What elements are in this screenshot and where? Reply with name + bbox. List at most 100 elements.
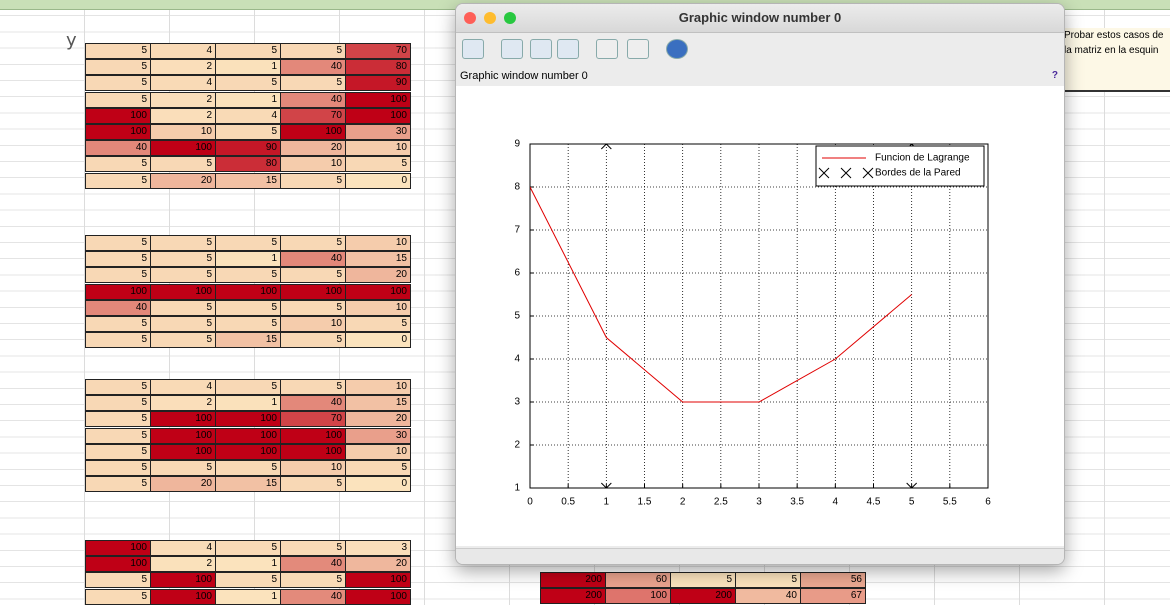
cell[interactable]: 100	[150, 427, 216, 444]
cell[interactable]: 5	[215, 316, 281, 332]
cell[interactable]: 5	[85, 427, 151, 444]
cell[interactable]: 40	[85, 140, 151, 157]
cell[interactable]: 5	[280, 172, 346, 189]
cell[interactable]: 5	[215, 299, 281, 316]
cell[interactable]: 40	[280, 588, 346, 605]
cell[interactable]: 100	[85, 107, 151, 124]
help-mark[interactable]: ?	[1051, 70, 1058, 81]
cell[interactable]: 4	[215, 107, 281, 124]
cell[interactable]: 0	[345, 172, 411, 189]
cell[interactable]: 5	[670, 572, 736, 588]
cell[interactable]: 5	[150, 460, 216, 476]
cell[interactable]: 5	[280, 75, 346, 92]
cell[interactable]: 100	[345, 283, 411, 300]
cell[interactable]: 5	[280, 43, 346, 59]
minimize-button[interactable]	[484, 12, 496, 24]
cell[interactable]: 100	[150, 572, 216, 589]
cell[interactable]: 10	[280, 316, 346, 332]
cell[interactable]: 5	[150, 332, 216, 349]
cell[interactable]: 100	[215, 411, 281, 428]
cell[interactable]: 5	[85, 267, 151, 284]
zoom-reset-tool[interactable]	[530, 39, 552, 59]
cell[interactable]: 5	[345, 156, 411, 173]
cell[interactable]: 1	[215, 395, 281, 412]
cell[interactable]: 5	[85, 235, 151, 251]
cell[interactable]: 5	[85, 588, 151, 605]
help-tool[interactable]	[666, 39, 688, 59]
cell[interactable]: 20	[150, 172, 216, 189]
cell[interactable]: 5	[150, 156, 216, 173]
cell[interactable]: 10	[280, 460, 346, 476]
cell[interactable]: 10	[345, 140, 411, 157]
cell[interactable]: 10	[280, 156, 346, 173]
cell[interactable]: 4	[150, 379, 216, 395]
cell[interactable]: 100	[85, 556, 151, 573]
cell[interactable]: 2	[150, 395, 216, 412]
cell[interactable]: 5	[215, 75, 281, 92]
cell[interactable]: 5	[735, 572, 801, 588]
cell[interactable]: 1	[215, 556, 281, 573]
cell[interactable]: 67	[800, 588, 866, 605]
cell[interactable]: 2	[150, 59, 216, 76]
cell[interactable]: 5	[280, 379, 346, 395]
cell[interactable]: 5	[345, 316, 411, 332]
cell[interactable]: 100	[85, 283, 151, 300]
cell[interactable]: 100	[215, 427, 281, 444]
cell[interactable]: 100	[85, 540, 151, 556]
cell[interactable]: 90	[215, 140, 281, 157]
cell[interactable]: 5	[150, 235, 216, 251]
cell[interactable]: 5	[85, 43, 151, 59]
cell[interactable]: 20	[345, 556, 411, 573]
cell[interactable]: 5	[85, 75, 151, 92]
cell[interactable]: 5	[85, 395, 151, 412]
cell[interactable]: 15	[345, 395, 411, 412]
cell[interactable]: 5	[85, 460, 151, 476]
cell[interactable]: 5	[85, 172, 151, 189]
cell[interactable]: 10	[345, 379, 411, 395]
cell[interactable]: 20	[345, 267, 411, 284]
cell[interactable]: 100	[215, 283, 281, 300]
cell[interactable]: 30	[345, 427, 411, 444]
cell[interactable]: 1	[215, 251, 281, 268]
cell[interactable]: 100	[345, 107, 411, 124]
cell[interactable]: 5	[150, 251, 216, 268]
cell[interactable]: 100	[280, 443, 346, 460]
cell[interactable]: 0	[345, 476, 411, 493]
cell[interactable]: 70	[345, 43, 411, 59]
cell[interactable]: 2	[150, 556, 216, 573]
cell[interactable]: 80	[345, 59, 411, 76]
cell[interactable]: 200	[540, 588, 606, 605]
cell[interactable]: 60	[605, 572, 671, 588]
cell[interactable]: 5	[85, 379, 151, 395]
cell[interactable]: 80	[215, 156, 281, 173]
cell[interactable]: 5	[345, 460, 411, 476]
cell[interactable]: 5	[85, 316, 151, 332]
cell[interactable]: 5	[215, 267, 281, 284]
cell[interactable]: 15	[345, 251, 411, 268]
zoom-button[interactable]	[504, 12, 516, 24]
zoom-in-tool[interactable]	[501, 39, 523, 59]
cell[interactable]: 100	[150, 588, 216, 605]
cell[interactable]: 15	[215, 172, 281, 189]
cell[interactable]: 15	[215, 476, 281, 493]
cell[interactable]: 5	[85, 411, 151, 428]
cell[interactable]: 100	[215, 443, 281, 460]
cell[interactable]: 100	[150, 140, 216, 157]
cell[interactable]: 100	[345, 572, 411, 589]
cell[interactable]: 100	[150, 283, 216, 300]
cell[interactable]: 1	[215, 59, 281, 76]
cell[interactable]: 20	[345, 411, 411, 428]
cell[interactable]: 90	[345, 75, 411, 92]
cell[interactable]: 5	[85, 332, 151, 349]
cell[interactable]: 100	[605, 588, 671, 605]
cell[interactable]: 2	[150, 107, 216, 124]
cell[interactable]: 70	[280, 411, 346, 428]
cell[interactable]: 100	[280, 427, 346, 444]
figure-tool[interactable]	[596, 39, 618, 59]
cell[interactable]: 10	[345, 443, 411, 460]
cell[interactable]: 5	[280, 572, 346, 589]
rotate-tool[interactable]	[462, 39, 484, 59]
cell[interactable]: 5	[150, 299, 216, 316]
cell[interactable]: 100	[345, 588, 411, 605]
cell[interactable]: 100	[280, 124, 346, 140]
